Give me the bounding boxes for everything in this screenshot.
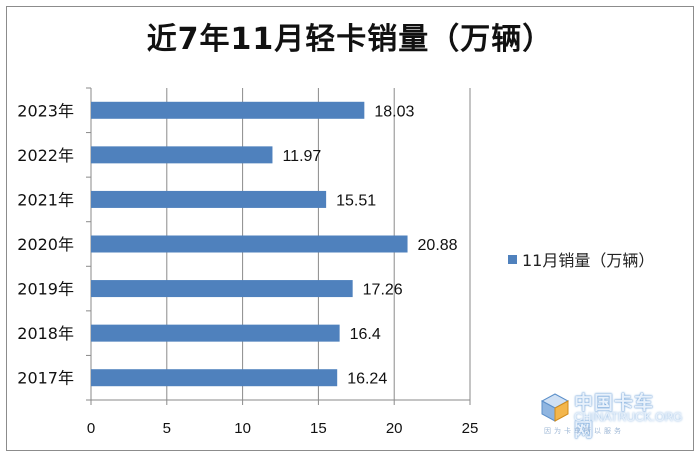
value-label: 15.51 — [336, 192, 376, 209]
value-label: 18.03 — [374, 103, 414, 120]
watermark-sub: 因为卡车所以服务 — [544, 427, 624, 435]
value-label: 17.26 — [363, 282, 403, 299]
bar — [91, 235, 408, 253]
bar — [91, 146, 273, 164]
legend-label: 11月销量（万辆） — [522, 251, 655, 270]
x-tick-label: 5 — [163, 420, 171, 437]
cube-logo-icon — [540, 393, 570, 422]
chart-title: 近7年11月轻卡销量（万辆） — [146, 22, 554, 57]
bar — [91, 324, 340, 342]
x-tick-label: 15 — [310, 420, 327, 437]
value-label: 16.24 — [347, 371, 387, 388]
x-tick-label: 25 — [462, 420, 479, 437]
x-tick-label: 20 — [386, 420, 403, 437]
category-label: 2020年 — [17, 235, 74, 254]
x-tick-label: 0 — [87, 420, 95, 437]
watermark-en: CHINATRUCK.ORG — [574, 410, 683, 424]
legend-swatch — [508, 254, 517, 264]
x-tick-label: 10 — [234, 420, 251, 437]
category-label: 2017年 — [17, 369, 74, 388]
watermark-cn: 中国卡车网 — [574, 392, 655, 441]
category-label: 2021年 — [17, 190, 74, 209]
bar — [91, 101, 365, 119]
category-label: 2022年 — [17, 146, 74, 165]
category-label: 2018年 — [17, 324, 74, 343]
value-label: 16.4 — [350, 326, 381, 343]
chinatruck-watermark: 中国卡车网 CHINATRUCK.ORG 因为卡车所以服务 — [540, 388, 682, 441]
value-label: 11.97 — [282, 148, 321, 165]
legend: 11月销量（万辆） — [508, 247, 654, 271]
bar — [91, 369, 338, 387]
value-label: 20.88 — [418, 237, 458, 254]
category-label: 2023年 — [17, 101, 74, 120]
bar — [91, 280, 353, 298]
bar — [91, 190, 327, 208]
category-label: 2019年 — [17, 280, 74, 299]
